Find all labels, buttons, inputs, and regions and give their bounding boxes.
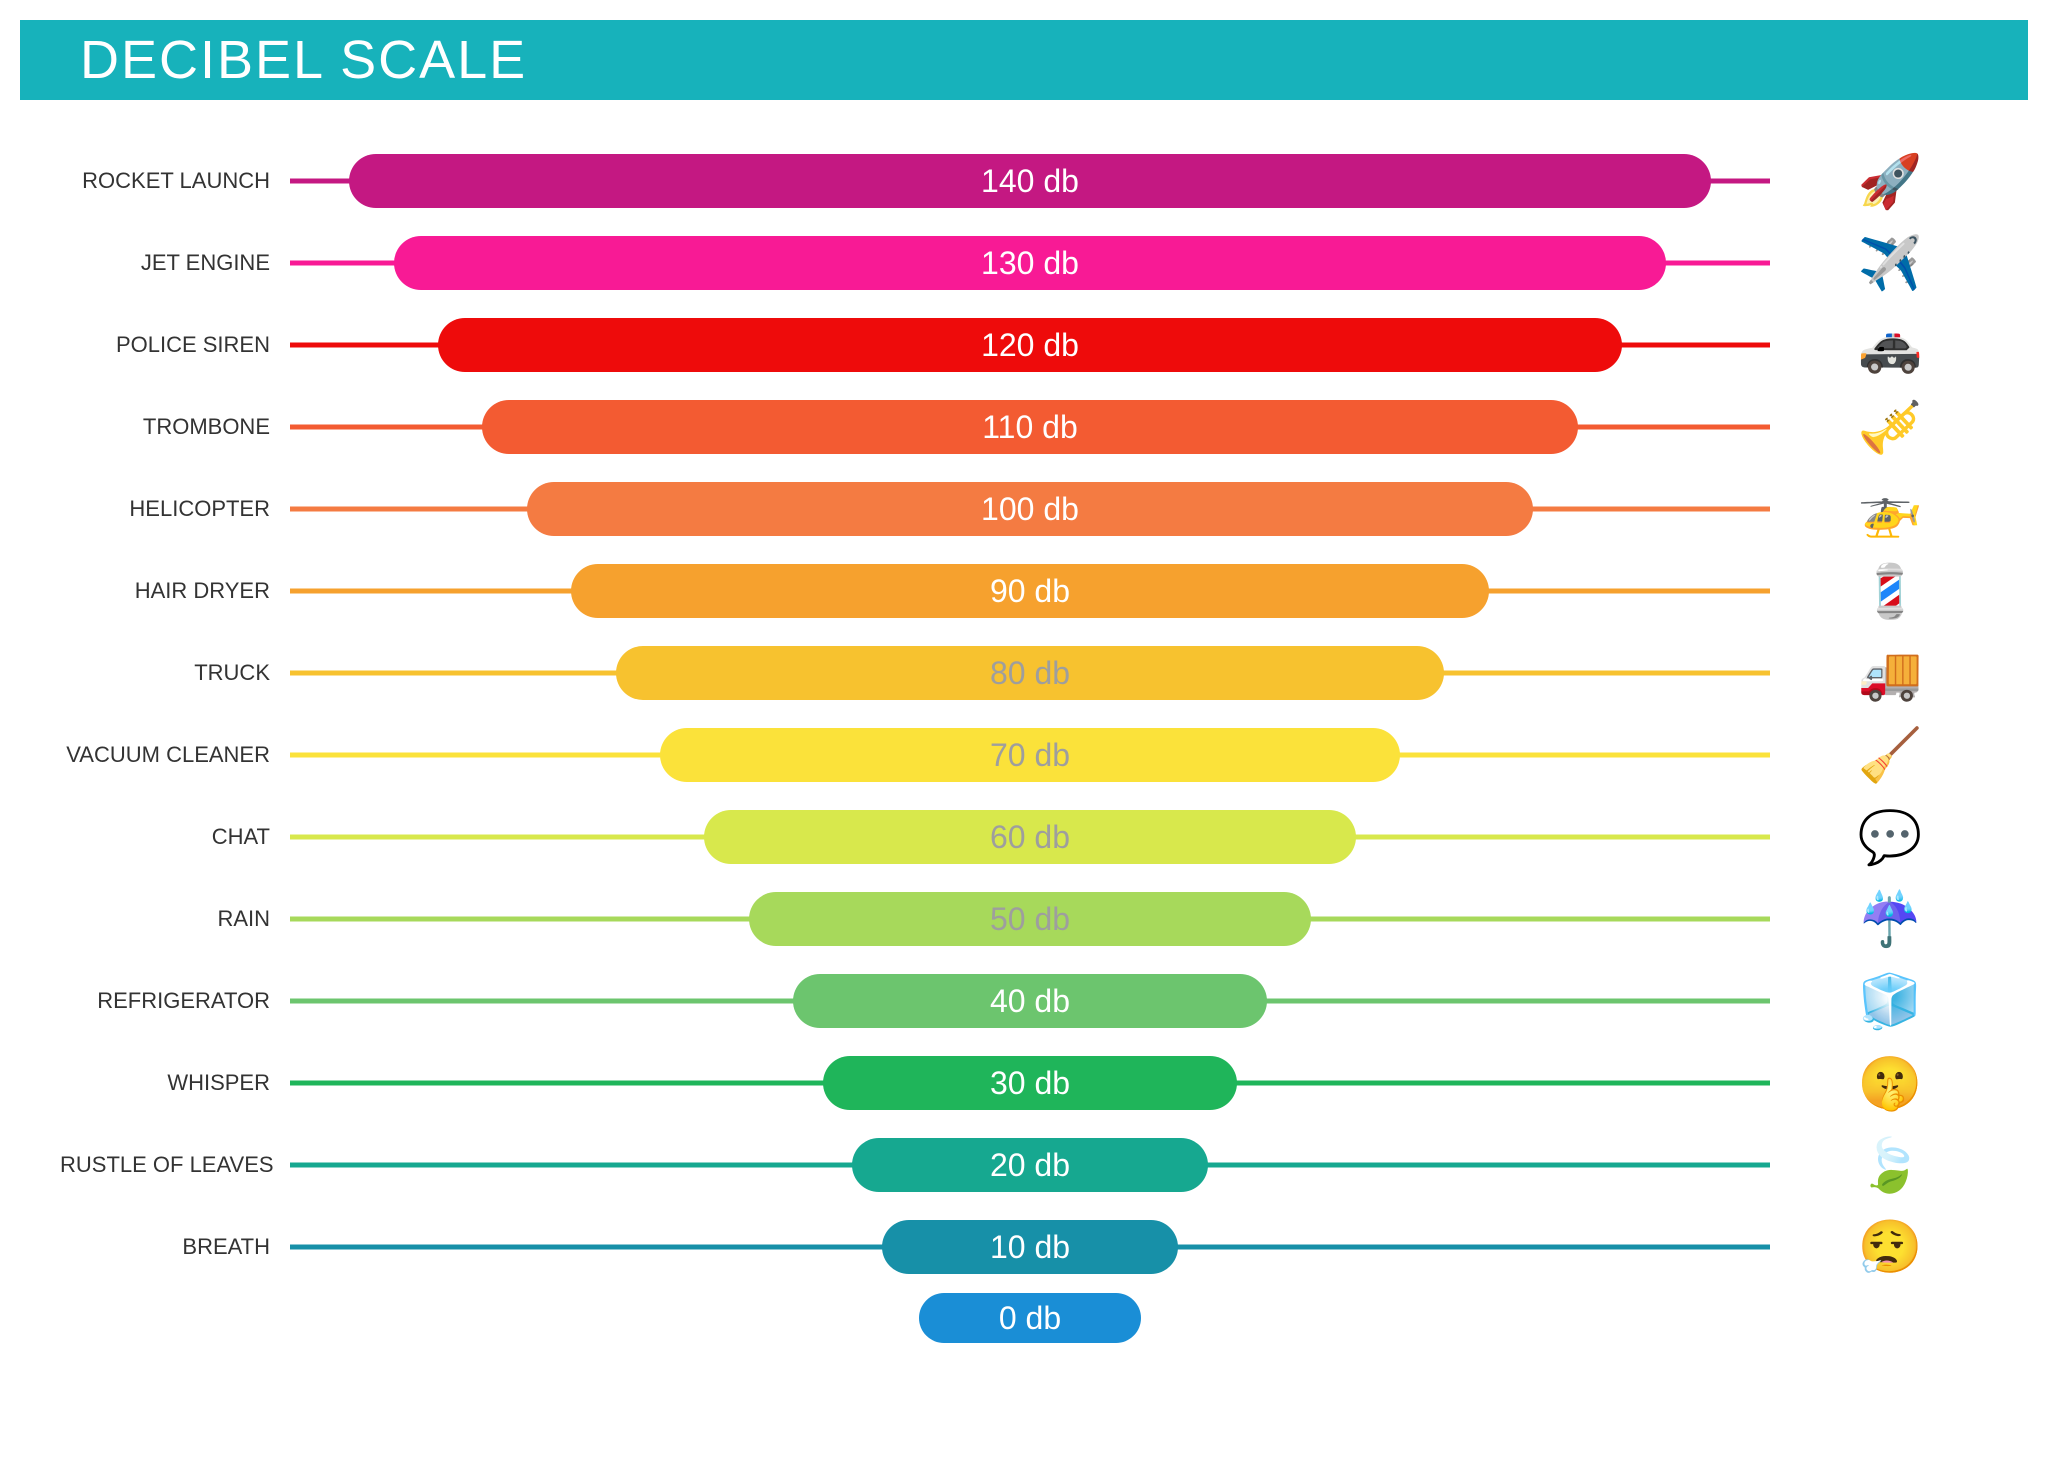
rocket-icon: 🚀	[1770, 140, 2010, 222]
bar-cell: 60 db	[290, 796, 1770, 878]
db-pill-zero: 0 db	[919, 1293, 1141, 1343]
breath-icon: 😮‍💨	[1770, 1206, 2010, 1288]
bar-cell: 120 db	[290, 304, 1770, 386]
bar-cell: 10 db	[290, 1206, 1770, 1288]
db-value: 60 db	[990, 819, 1070, 856]
row-label: WHISPER	[60, 1070, 290, 1096]
row-label: REFRIGERATOR	[60, 988, 290, 1014]
bar-cell: 90 db	[290, 550, 1770, 632]
db-pill: 120 db	[438, 318, 1622, 372]
db-value: 100 db	[981, 491, 1079, 528]
db-value: 140 db	[981, 163, 1079, 200]
db-value: 130 db	[981, 245, 1079, 282]
db-value: 110 db	[982, 409, 1078, 446]
row-label: TROMBONE	[60, 414, 290, 440]
db-pill: 80 db	[616, 646, 1445, 700]
db-value: 50 db	[990, 901, 1070, 938]
refrigerator-icon: 🧊	[1770, 960, 2010, 1042]
chart-row: TRUCK 80 db 🚚	[60, 632, 2008, 714]
db-pill: 10 db	[882, 1220, 1178, 1274]
bar-cell: 0 db	[290, 1288, 1770, 1348]
truck-icon: 🚚	[1770, 632, 2010, 714]
db-pill: 140 db	[349, 154, 1711, 208]
hair-dryer-icon: 💈	[1770, 550, 2010, 632]
row-label: TRUCK	[60, 660, 290, 686]
db-value: 90 db	[990, 573, 1070, 610]
db-pill: 100 db	[527, 482, 1533, 536]
title-bar: DECIBEL SCALE	[20, 20, 2028, 100]
db-value: 40 db	[990, 983, 1070, 1020]
row-label: HELICOPTER	[60, 496, 290, 522]
page-title: DECIBEL SCALE	[80, 29, 527, 91]
chart-row: POLICE SIREN 120 db 🚓	[60, 304, 2008, 386]
db-value: 10 db	[990, 1229, 1070, 1266]
db-pill: 30 db	[823, 1056, 1237, 1110]
db-pill: 70 db	[660, 728, 1400, 782]
row-label: POLICE SIREN	[60, 332, 290, 358]
leaves-icon: 🍃	[1770, 1124, 2010, 1206]
decibel-chart: ROCKET LAUNCH140 db🚀JET ENGINE130 db✈️PO…	[20, 140, 2028, 1348]
bar-cell: 130 db	[290, 222, 1770, 304]
db-value: 80 db	[990, 655, 1070, 692]
police-car-icon: 🚓	[1770, 304, 2010, 386]
jet-icon: ✈️	[1770, 222, 2010, 304]
bar-cell: 50 db	[290, 878, 1770, 960]
trombone-icon: 🎺	[1770, 386, 2010, 468]
bar-cell: 70 db	[290, 714, 1770, 796]
db-pill: 110 db	[482, 400, 1577, 454]
chat-icon: 💬	[1770, 796, 2010, 878]
chart-row: RAIN 50 db ☔	[60, 878, 2008, 960]
vacuum-icon: 🧹	[1770, 714, 2010, 796]
chart-row: VACUUM CLEANER 70 db 🧹	[60, 714, 2008, 796]
chart-row: ROCKET LAUNCH 140 db 🚀	[60, 140, 2008, 222]
row-label: JET ENGINE	[60, 250, 290, 276]
db-value: 30 db	[990, 1065, 1070, 1102]
helicopter-icon: 🚁	[1770, 468, 2010, 550]
bar-cell: 110 db	[290, 386, 1770, 468]
bar-cell: 80 db	[290, 632, 1770, 714]
chart-row: JET ENGINE 130 db ✈️	[60, 222, 2008, 304]
db-pill: 90 db	[571, 564, 1489, 618]
row-label: ROCKET LAUNCH	[60, 168, 290, 194]
db-pill: 130 db	[394, 236, 1667, 290]
db-pill: 20 db	[852, 1138, 1207, 1192]
row-label: BREATH	[60, 1234, 290, 1260]
db-value: 120 db	[981, 327, 1079, 364]
bar-cell: 140 db	[290, 140, 1770, 222]
row-label: RUSTLE OF LEAVES	[60, 1152, 290, 1178]
db-pill: 60 db	[704, 810, 1355, 864]
chart-row: REFRIGERATOR 40 db 🧊	[60, 960, 2008, 1042]
db-value: 20 db	[990, 1147, 1070, 1184]
db-pill: 50 db	[749, 892, 1311, 946]
chart-row: TROMBONE 110 db 🎺	[60, 386, 2008, 468]
chart-row: HAIR DRYER 90 db 💈	[60, 550, 2008, 632]
whisper-icon: 🤫	[1770, 1042, 2010, 1124]
bar-cell: 20 db	[290, 1124, 1770, 1206]
bar-cell: 30 db	[290, 1042, 1770, 1124]
chart-row: HELICOPTER 100 db 🚁	[60, 468, 2008, 550]
db-value: 70 db	[990, 737, 1070, 774]
row-label: HAIR DRYER	[60, 578, 290, 604]
chart-row-zero: 0 db	[60, 1288, 2008, 1348]
bar-cell: 40 db	[290, 960, 1770, 1042]
chart-row: BREATH 10 db 😮‍💨	[60, 1206, 2008, 1288]
chart-row: RUSTLE OF LEAVES 20 db 🍃	[60, 1124, 2008, 1206]
db-value: 0 db	[999, 1300, 1061, 1337]
row-label: VACUUM CLEANER	[60, 742, 290, 768]
chart-row: CHAT 60 db 💬	[60, 796, 2008, 878]
db-pill: 40 db	[793, 974, 1267, 1028]
row-label: CHAT	[60, 824, 290, 850]
chart-row: WHISPER 30 db 🤫	[60, 1042, 2008, 1124]
row-label: RAIN	[60, 906, 290, 932]
umbrella-icon: ☔	[1770, 878, 2010, 960]
bar-cell: 100 db	[290, 468, 1770, 550]
